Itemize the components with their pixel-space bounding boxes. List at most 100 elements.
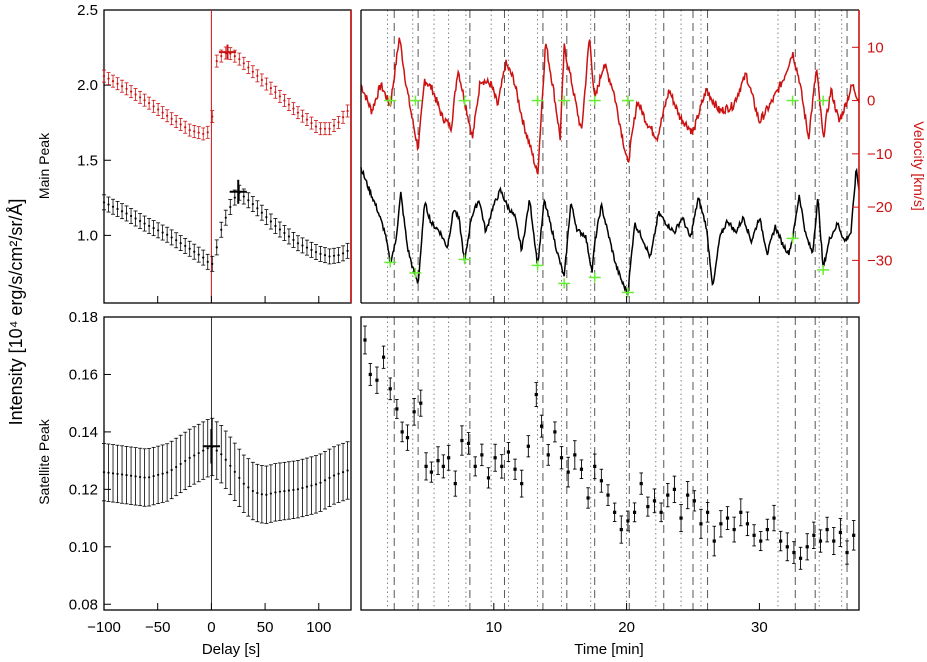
data-point — [229, 205, 232, 209]
data-point — [666, 493, 670, 497]
data-point — [125, 212, 128, 215]
data-point — [832, 539, 836, 543]
data-point — [206, 131, 209, 134]
data-point — [170, 468, 173, 472]
data-point — [606, 493, 610, 497]
data-point — [287, 489, 291, 492]
data-point — [179, 123, 182, 126]
data-point — [211, 115, 214, 118]
data-point — [175, 239, 178, 242]
data-point — [332, 124, 336, 127]
data-point — [328, 127, 331, 130]
data-point — [752, 533, 756, 537]
data-point — [242, 482, 245, 485]
data-point — [314, 125, 318, 128]
shared-y-label: Intensity [10⁴ erg/s/cm²/sr/Å] — [6, 199, 26, 426]
data-point — [148, 224, 151, 228]
data-point — [283, 489, 286, 493]
data-point — [405, 436, 410, 440]
data-point — [779, 539, 783, 543]
x-tick-label: 50 — [257, 619, 274, 636]
data-point — [388, 387, 392, 391]
data-point — [202, 449, 205, 452]
data-point — [619, 527, 623, 532]
data-point — [184, 459, 187, 463]
data-point — [265, 82, 268, 86]
data-point — [116, 472, 119, 476]
data-point — [292, 107, 295, 110]
y-tick-label: 1.5 — [77, 152, 98, 169]
data-point — [328, 255, 331, 258]
data-point — [301, 486, 304, 490]
data-point — [412, 410, 416, 414]
data-point — [719, 522, 723, 526]
y-tick-label: 0.12 — [69, 481, 98, 498]
data-point — [579, 467, 584, 471]
data-point — [278, 490, 282, 493]
panel-main-peak-time: 10 0 −10 −20 −30 — [360, 9, 892, 304]
data-point — [368, 372, 372, 377]
data-point — [269, 87, 272, 90]
data-point — [148, 476, 151, 479]
data-point — [143, 99, 146, 102]
data-point — [229, 464, 232, 467]
panel-main-peak-delay: 1.0 1.5 2.0 2.5 — [77, 2, 352, 304]
data-point — [260, 493, 263, 496]
data-point — [184, 126, 187, 129]
data-point — [157, 473, 160, 476]
data-point — [129, 214, 133, 218]
data-point — [292, 238, 295, 242]
y-tick-label: −20 — [867, 199, 892, 216]
data-point — [265, 493, 268, 496]
x-tick-label: −100 — [87, 619, 121, 636]
data-point — [107, 203, 110, 206]
data-point — [161, 111, 164, 114]
data-point — [251, 489, 254, 493]
data-point — [337, 472, 340, 475]
data-point — [480, 453, 484, 457]
data-point — [166, 233, 169, 236]
data-point — [706, 510, 710, 514]
data-point — [283, 99, 286, 102]
data-point — [540, 424, 544, 428]
data-point — [179, 462, 182, 466]
data-point — [305, 246, 309, 249]
data-point — [332, 254, 336, 257]
data-point — [188, 456, 191, 459]
data-point — [260, 78, 263, 82]
data-point — [260, 211, 263, 214]
data-point — [274, 491, 277, 494]
data-point — [310, 248, 313, 251]
data-point — [102, 471, 106, 474]
data-point — [363, 338, 367, 342]
data-point — [278, 228, 282, 231]
data-point — [419, 401, 423, 405]
data-point — [301, 115, 304, 118]
data-point — [256, 491, 259, 495]
data-point — [765, 527, 769, 532]
data-point — [242, 195, 245, 198]
data-point — [161, 472, 164, 475]
data-point — [466, 441, 471, 445]
data-point — [292, 488, 295, 491]
data-point — [337, 254, 340, 257]
data-point — [134, 217, 137, 220]
data-point — [211, 262, 214, 265]
x-tick-label: 0 — [207, 619, 215, 636]
data-point — [233, 196, 236, 199]
data-point — [274, 224, 277, 228]
data-point — [111, 80, 115, 83]
data-point — [305, 485, 309, 488]
data-point — [202, 256, 205, 259]
data-point — [152, 105, 155, 108]
data-point — [179, 241, 182, 245]
data-point — [256, 207, 259, 210]
data-point — [233, 470, 236, 473]
data-point — [170, 117, 173, 120]
data-point — [152, 474, 155, 478]
data-point — [220, 228, 223, 231]
data-point — [193, 250, 196, 253]
data-point — [224, 216, 227, 219]
data-point — [175, 120, 178, 123]
